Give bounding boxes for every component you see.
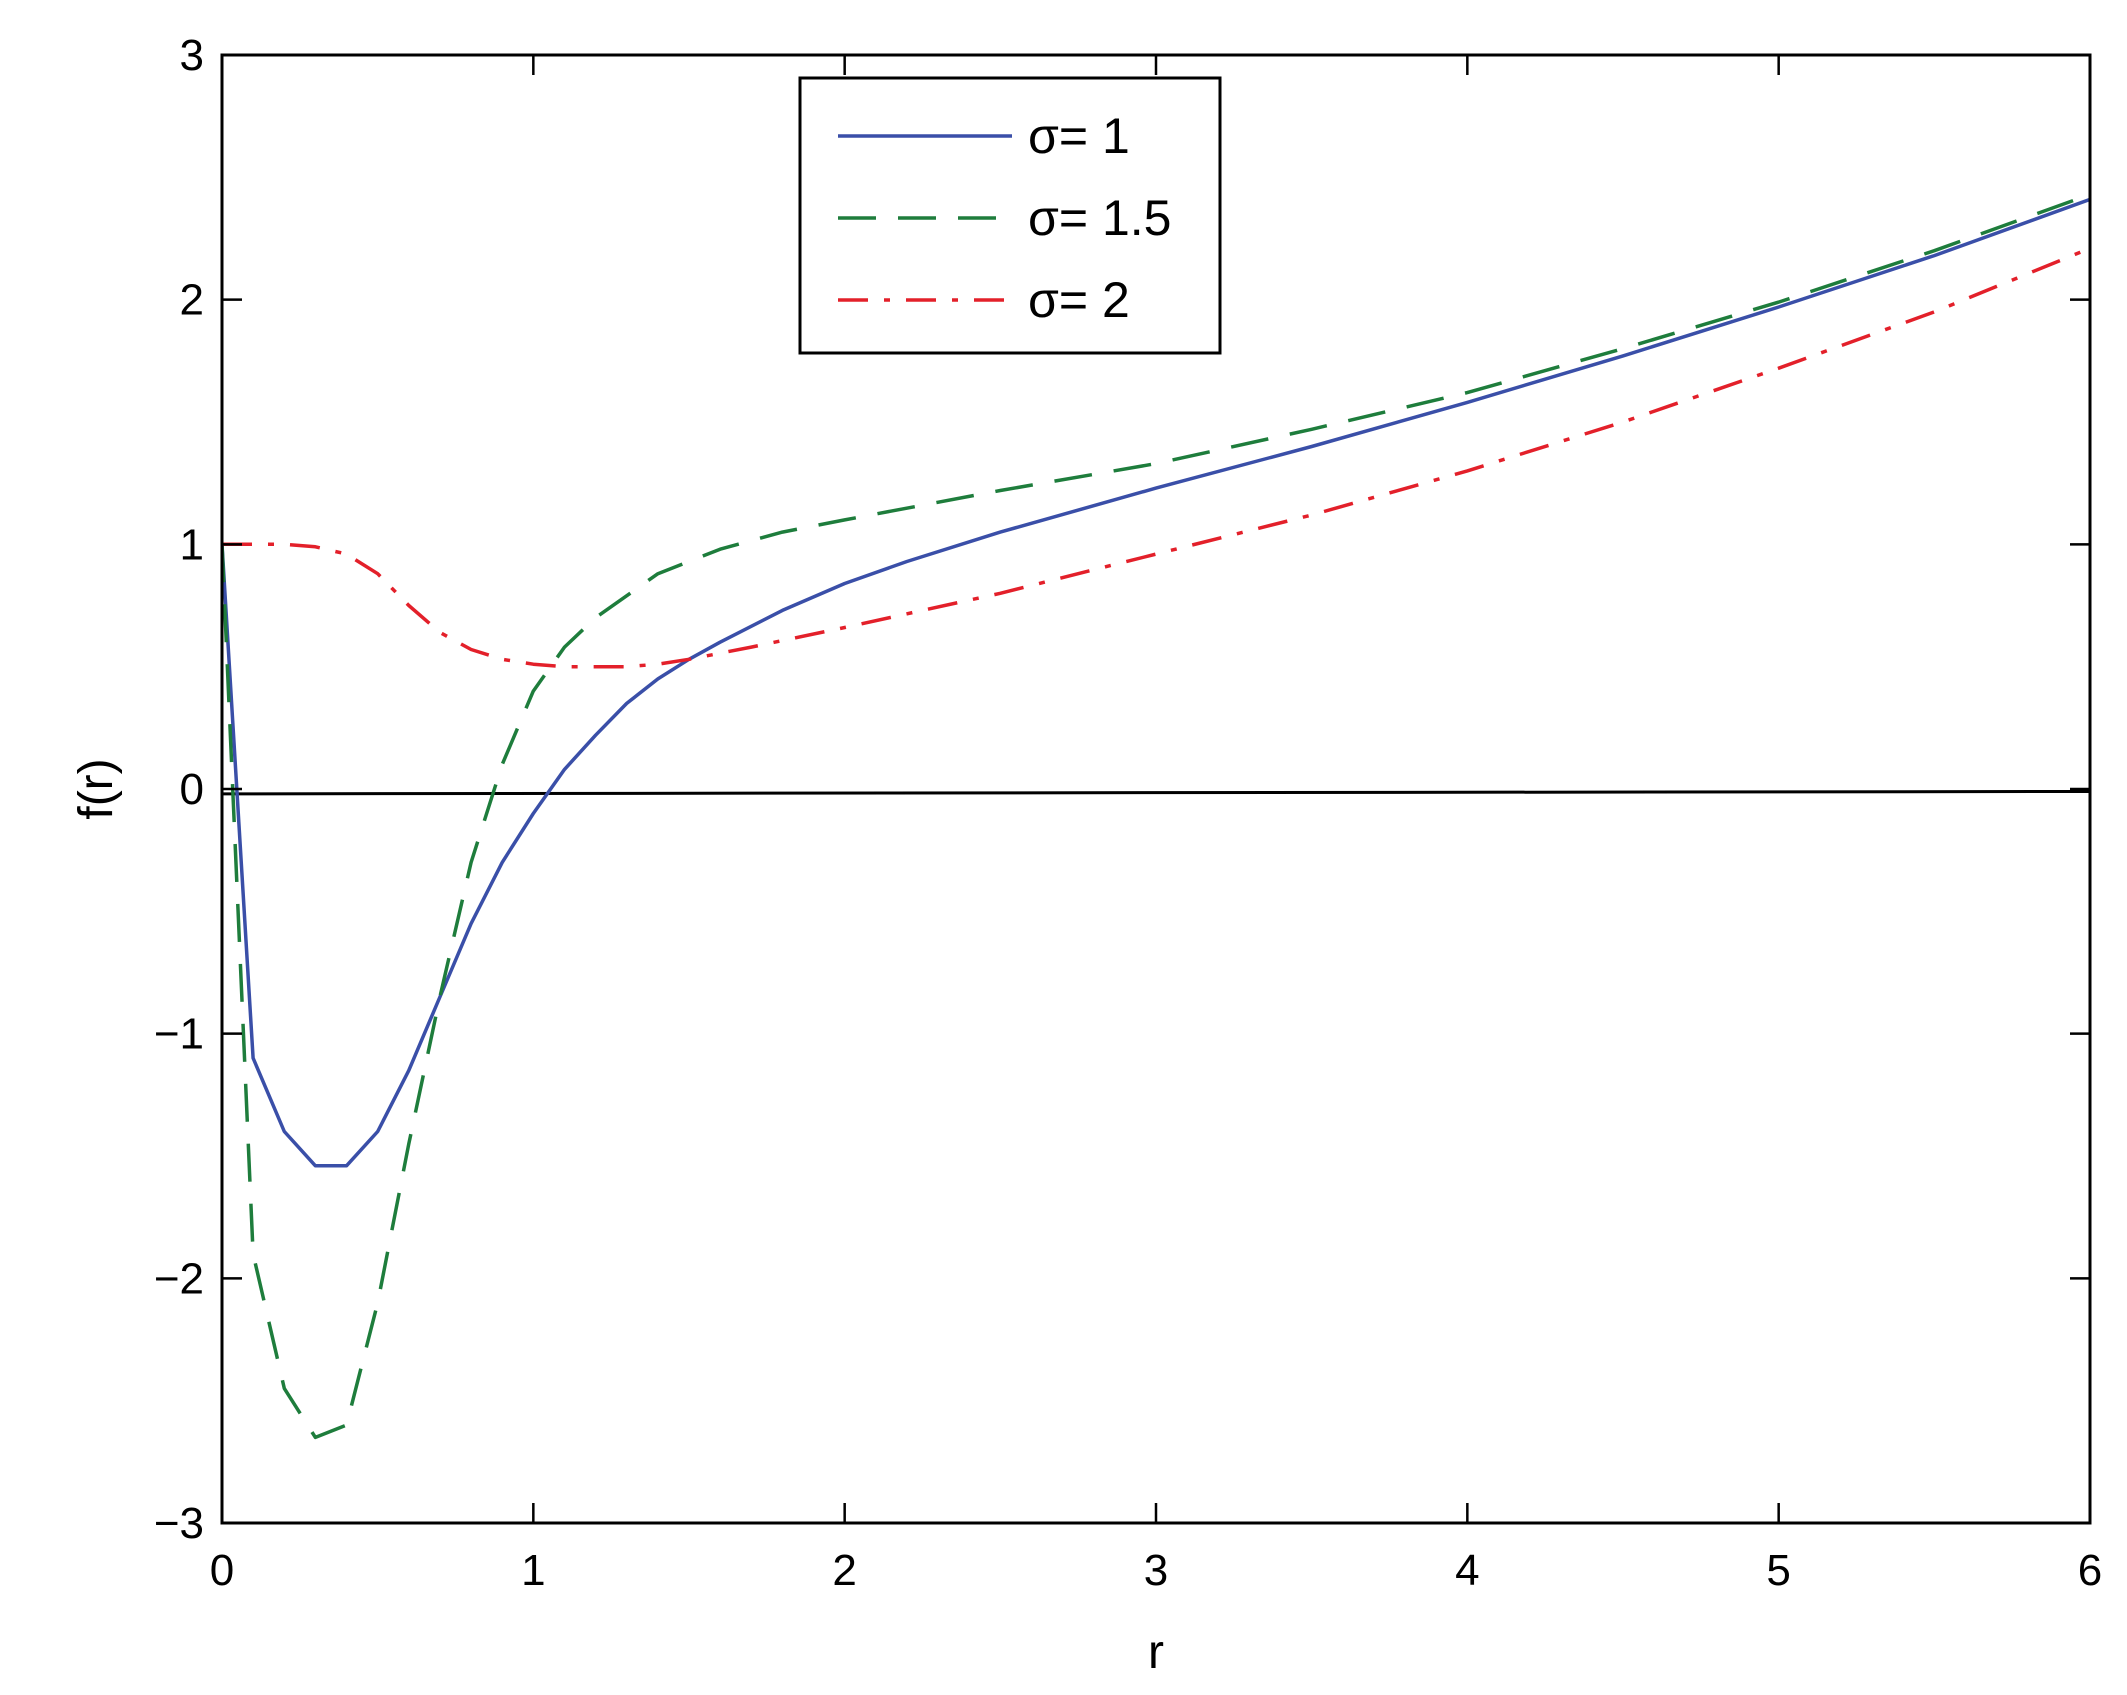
y-tick-label: 0 bbox=[180, 765, 204, 814]
plot-frame bbox=[220, 53, 2092, 1525]
legend-label: σ= 1.5 bbox=[1028, 190, 1171, 246]
y-tick-label: 3 bbox=[180, 31, 204, 80]
axis-ticks bbox=[220, 53, 2092, 1525]
x-tick-label: 2 bbox=[832, 1546, 856, 1595]
series-line-3 bbox=[222, 246, 2090, 669]
zero-reference-line bbox=[222, 789, 2090, 796]
x-tick-label: 3 bbox=[1144, 1546, 1168, 1595]
y-tick-label: 1 bbox=[180, 520, 204, 569]
series-line-1 bbox=[222, 197, 2090, 1168]
y-axis-label: f(r) bbox=[70, 758, 123, 819]
series-line-2 bbox=[222, 192, 2090, 1440]
x-tick-label: 6 bbox=[2078, 1546, 2102, 1595]
legend-box bbox=[798, 76, 1222, 355]
y-tick-label: −1 bbox=[154, 1010, 204, 1059]
y-tick-label: −3 bbox=[154, 1499, 204, 1548]
x-axis-label: r bbox=[1148, 1626, 1164, 1679]
x-tick-label: 1 bbox=[521, 1546, 545, 1595]
series-group bbox=[222, 192, 2090, 1440]
legend-label: σ= 2 bbox=[1028, 272, 1130, 328]
x-tick-label: 4 bbox=[1455, 1546, 1479, 1595]
legend: σ= 1 σ= 1.5 σ= 2 bbox=[798, 76, 1222, 355]
x-tick-label: 5 bbox=[1766, 1546, 1790, 1595]
tick-labels: 0 1 2 3 4 5 6 −3 −2 −1 0 1 2 3 bbox=[154, 31, 2102, 1595]
x-tick-label: 0 bbox=[210, 1546, 234, 1595]
y-tick-label: −2 bbox=[154, 1254, 204, 1303]
y-tick-label: 2 bbox=[180, 276, 204, 325]
plot-area bbox=[222, 192, 2090, 1440]
legend-label: σ= 1 bbox=[1028, 108, 1130, 164]
